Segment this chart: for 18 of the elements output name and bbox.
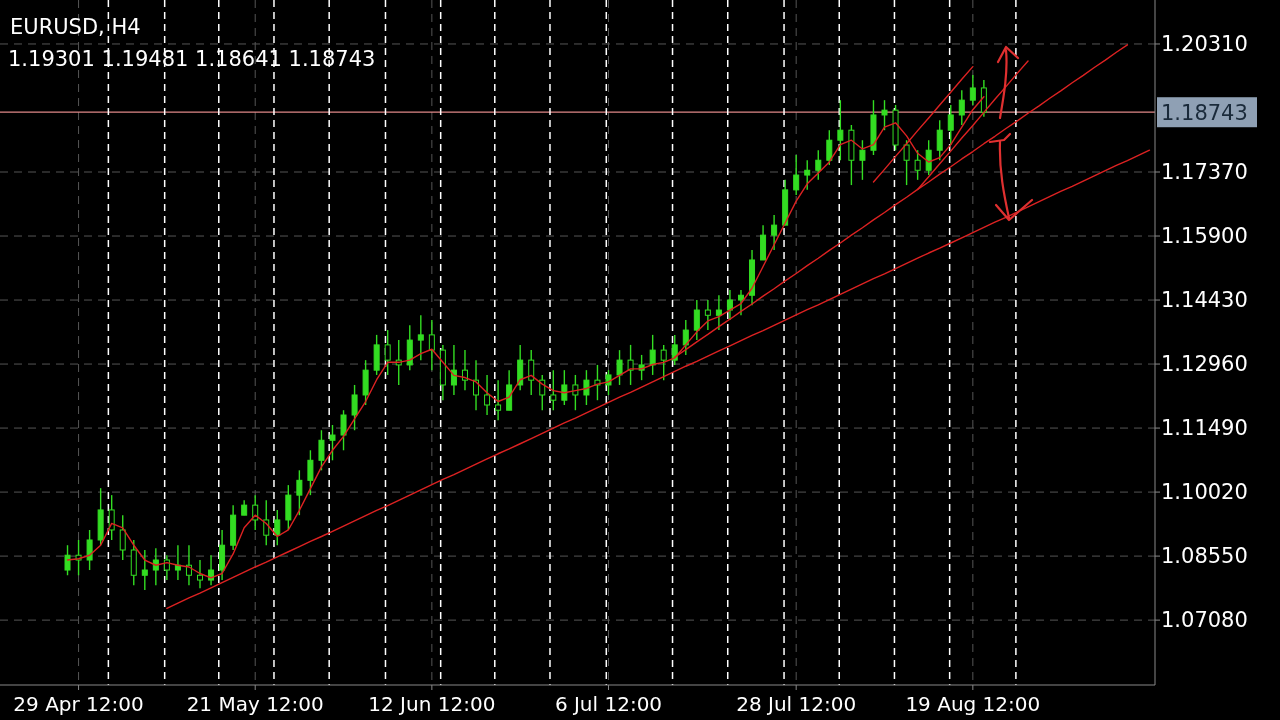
x-tick-label: 21 May 12:00 [186,692,324,716]
x-tick-label: 12 Jun 12:00 [368,692,496,716]
y-tick-label: 1.08550 [1161,544,1248,569]
y-tick-label: 1.07080 [1161,608,1248,633]
text: EURUSD, H4 [10,15,141,39]
y-tick-label: 1.10020 [1161,480,1248,505]
x-tick-label: 29 Apr 12:00 [13,692,144,716]
x-tick-label: 6 Jul 12:00 [554,692,663,716]
x-tick-label: 28 Jul 12:00 [736,692,857,716]
ref-line-label: 1.18743 [1161,100,1248,125]
y-tick-label: 1.14430 [1161,288,1248,313]
y-tick-label: 1.15900 [1161,224,1248,249]
text: 1.19301 1.19481 1.18641 1.18743 [8,47,376,71]
y-tick-label: 1.11490 [1161,416,1248,441]
y-tick-label: 1.20310 [1161,32,1248,57]
y-tick-label: 1.12960 [1161,352,1248,377]
y-tick-label: 1.17370 [1161,160,1248,185]
x-tick-label: 19 Aug 12:00 [905,692,1041,716]
